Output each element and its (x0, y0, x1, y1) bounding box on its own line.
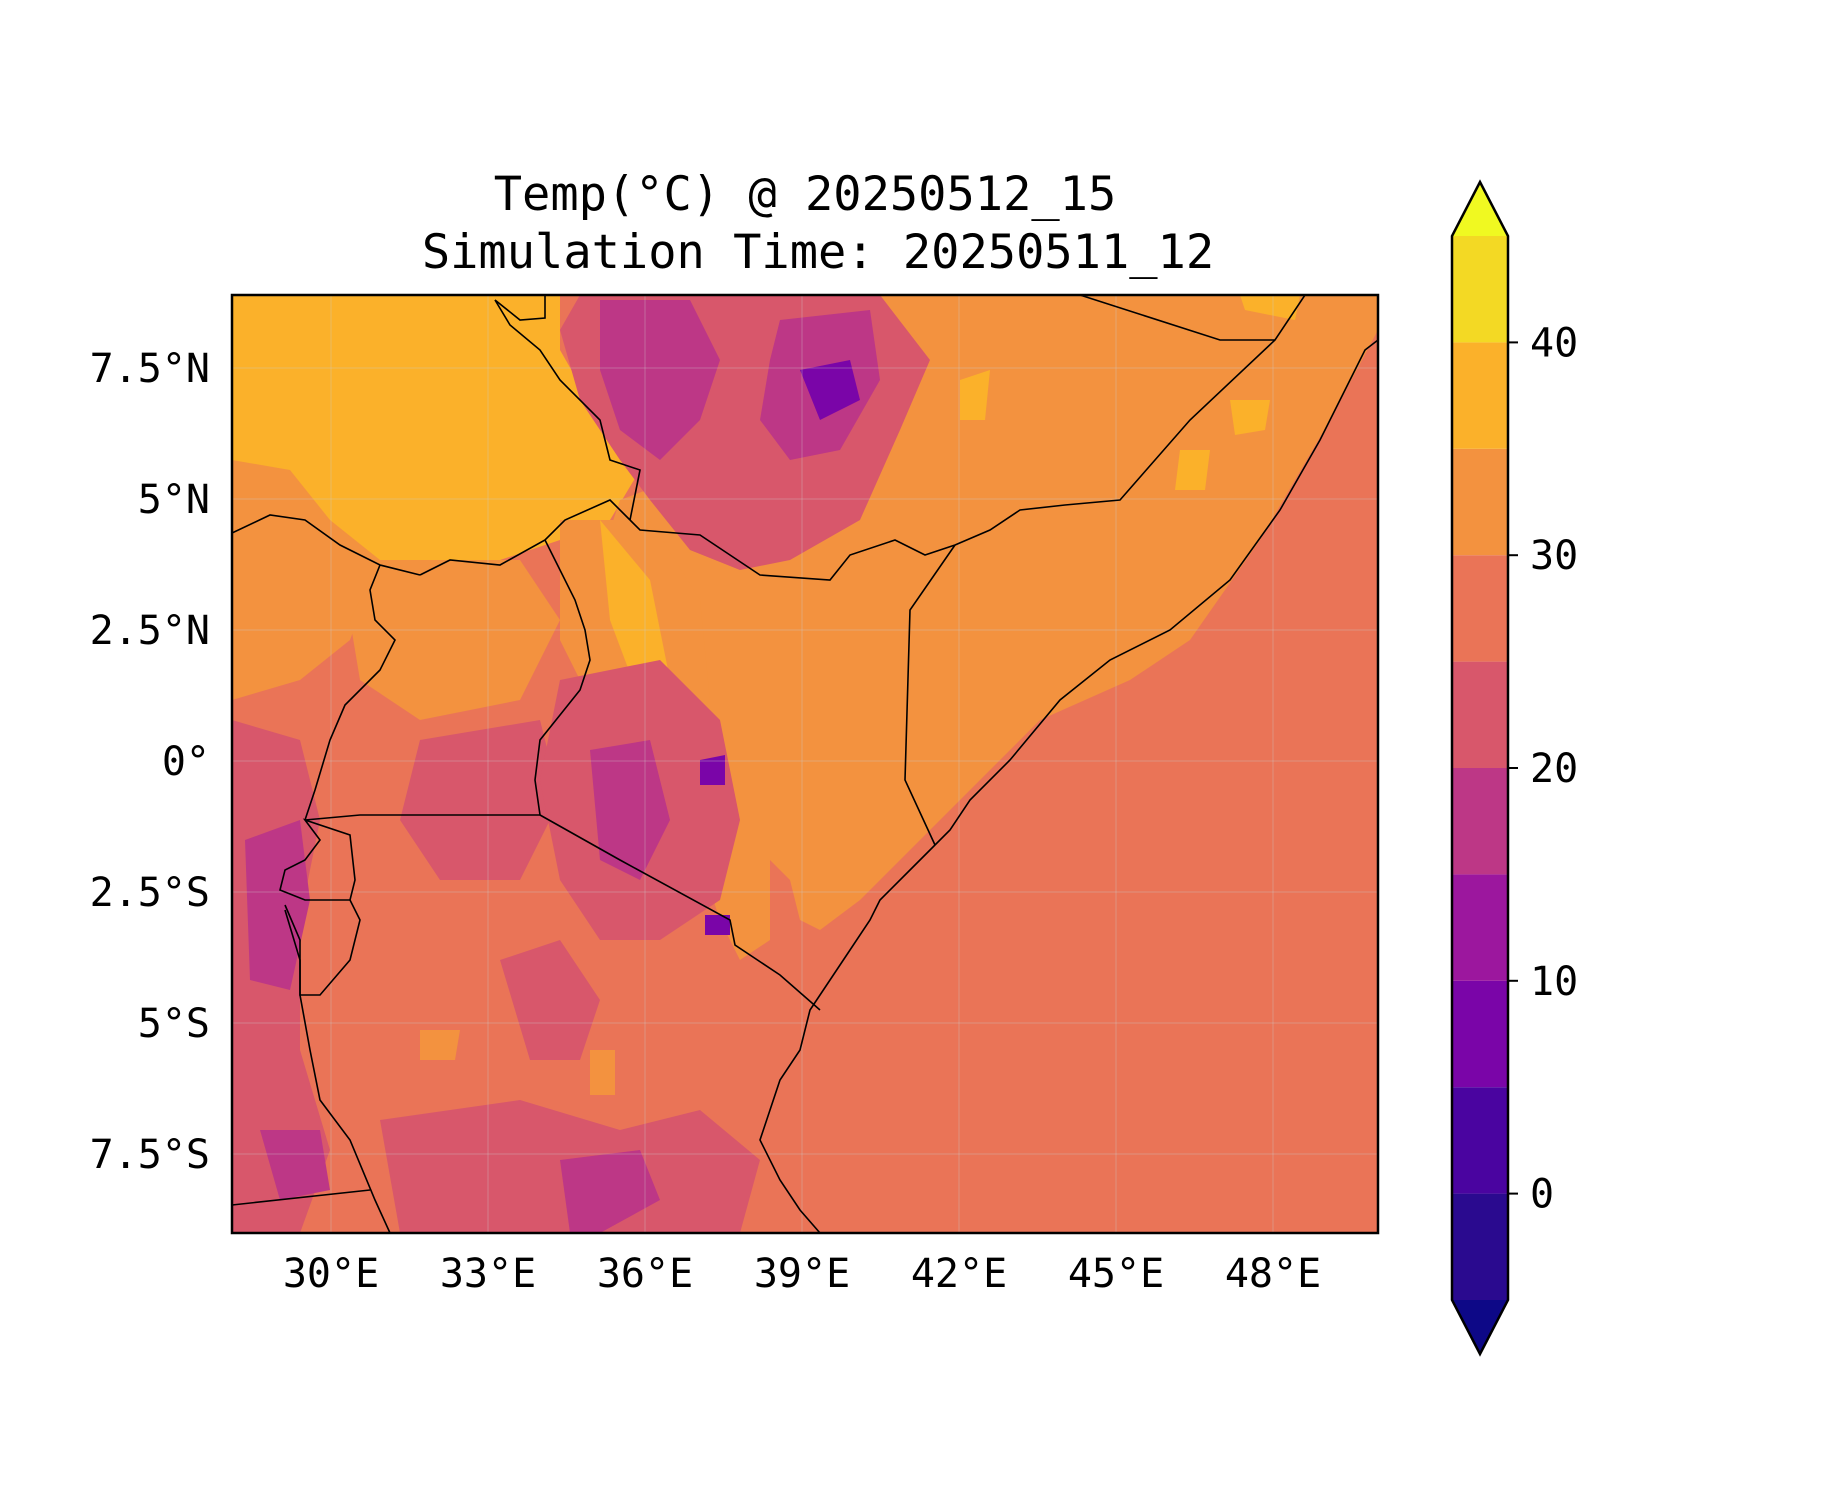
gridlines (232, 295, 1378, 1233)
colorbar-segment (1452, 768, 1508, 875)
field-patch-cold (705, 915, 730, 935)
colorbar-tick-label: 0 (1530, 1172, 1554, 1218)
field-patch-warm (590, 1050, 615, 1095)
lon-tick-label: 45°E (1068, 1251, 1164, 1297)
map-panel (230, 293, 1380, 1235)
field-patch-hot (1240, 295, 1300, 320)
field-patch-hot (600, 520, 670, 700)
border-zambia (232, 1189, 371, 1206)
colorbar-extend-low (1452, 1300, 1508, 1354)
field-patch-warm (420, 1030, 460, 1060)
border-uganda-drc (304, 564, 396, 821)
lat-tick-label: 2.5°N (90, 608, 210, 654)
border-south-sudan-north (494, 295, 546, 321)
temperature-field (232, 295, 1378, 1233)
lon-tick-label: 30°E (283, 1251, 379, 1297)
field-patch-cold (800, 360, 860, 420)
lat-tick-label: 5°N (138, 477, 210, 523)
colorbar-segment (1452, 236, 1508, 343)
border-uganda-south-sudan (232, 514, 421, 576)
lat-axis: 7.5°N 5°N 2.5°N 0° 2.5°S 5°S 7.5°S (90, 346, 210, 1178)
colorbar-segment (1452, 1193, 1508, 1300)
field-patch-warm (232, 460, 380, 700)
colorbar-segment (1452, 342, 1508, 449)
colorbar-outline (1450, 179, 1510, 1357)
colorbar-segment (1452, 1087, 1508, 1194)
borders (232, 295, 1378, 1233)
lat-tick-label: 7.5°N (90, 346, 210, 392)
map-title: Temp(°C) @ 20250512_15 (494, 167, 1117, 222)
colorbar-tick-label: 30 (1530, 533, 1578, 579)
colorbar-segment (1452, 448, 1508, 556)
field-patch-hot (960, 370, 990, 420)
lat-tick-label: 0° (162, 739, 210, 785)
map-frame (230, 293, 1380, 1235)
border-uganda-kenya (534, 539, 591, 816)
field-patch-cold (700, 755, 725, 785)
field-patch-cool (260, 1130, 330, 1200)
lat-tick-label: 5°S (138, 1001, 210, 1047)
border-kenya-tanzania (539, 814, 821, 1011)
colorbar-tick-label: 20 (1530, 746, 1578, 792)
lat-tick-label: 7.5°S (90, 1132, 210, 1178)
coastline (759, 339, 1378, 1233)
border-south-sudan-ethiopia (494, 299, 641, 521)
colorbar-extend-high (1452, 182, 1508, 236)
colorbar-segment (1452, 661, 1508, 768)
colorbar-tick-label: 40 (1530, 320, 1578, 366)
lon-axis: 30°E 33°E 36°E 39°E 42°E 45°E 48°E (283, 1251, 1321, 1297)
lat-tick-label: 2.5°S (90, 870, 210, 916)
field-patch-mild (400, 720, 560, 880)
lon-tick-label: 42°E (911, 1251, 1007, 1297)
colorbar: 0 10 20 30 40 (1450, 179, 1578, 1357)
field-patch-cool (600, 300, 720, 460)
field-patch-hot (1175, 450, 1210, 490)
colorbar-tick-label: 10 (1530, 959, 1578, 1005)
border-rwanda (279, 818, 356, 901)
colorbar-segment (1452, 980, 1508, 1088)
field-patch-cool (560, 1150, 660, 1233)
field-patch-hot (1230, 400, 1270, 435)
border-uganda-tanzania (304, 814, 540, 821)
border-kenya-ethiopia (629, 519, 956, 581)
border-kenya-somalia (904, 544, 956, 846)
border-lake-tanganyika (284, 909, 391, 1233)
border-somaliland (954, 295, 1306, 546)
field-patch-cool (590, 740, 670, 880)
colorbar-segment (1452, 874, 1508, 981)
border-somalia-ethiopia (1079, 295, 1275, 341)
lon-tick-label: 39°E (754, 1251, 850, 1297)
lon-tick-label: 33°E (440, 1251, 536, 1297)
lon-tick-label: 36°E (597, 1251, 693, 1297)
field-patch-mild (500, 940, 600, 1060)
lon-tick-label: 48°E (1225, 1251, 1321, 1297)
field-patch-warm (350, 560, 560, 720)
border-burundi (284, 899, 361, 996)
field-patch-cool (245, 820, 310, 990)
map-subtitle: Simulation Time: 20250511_12 (422, 225, 1214, 280)
colorbar-segment (1452, 555, 1508, 662)
